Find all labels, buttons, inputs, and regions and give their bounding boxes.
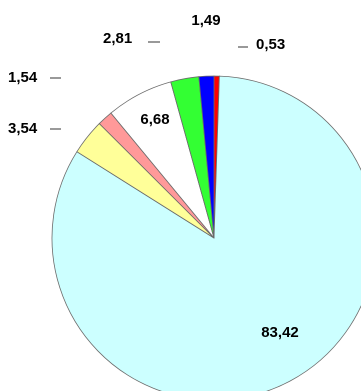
data-label-83-42: 83,42 [261, 324, 299, 341]
data-label-1-54: 1,54 [8, 69, 38, 86]
data-label-3-54: 3,54 [8, 120, 38, 137]
pie-slices [51, 75, 361, 391]
label-leader-lines [50, 41, 248, 130]
data-labels: 0,53 83,42 3,54 1,54 6,68 2,81 1,49 [8, 12, 299, 341]
pie-slice-1-49 [198, 75, 215, 239]
data-label-6-68: 6,68 [140, 111, 169, 128]
data-label-1-49: 1,49 [191, 12, 220, 29]
data-label-0-53: 0,53 [256, 36, 285, 53]
data-label-2-81: 2,81 [103, 30, 132, 47]
